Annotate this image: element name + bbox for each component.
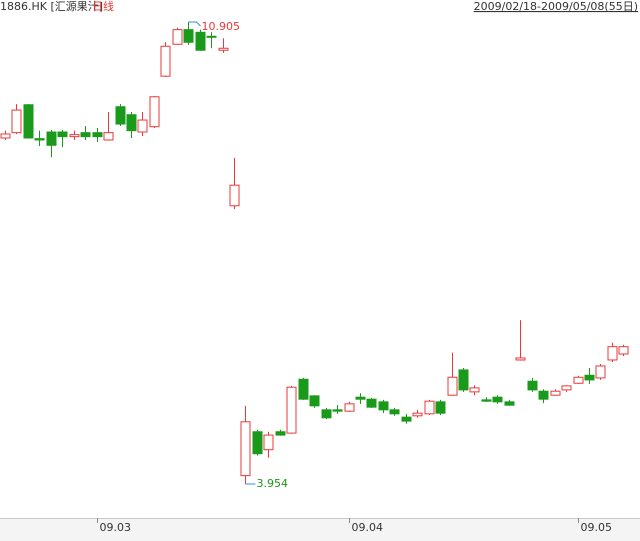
candle-body: [252, 431, 263, 455]
candle-body: [160, 45, 171, 77]
candle-body: [286, 386, 297, 434]
candle-body: [550, 390, 561, 396]
candle-body: [23, 104, 34, 139]
x-tick-label: 09.03: [100, 521, 132, 534]
candle-body: [424, 400, 435, 415]
candle-body: [229, 184, 240, 207]
candle-body: [34, 138, 45, 141]
x-tick-label: 09.04: [352, 521, 384, 534]
candle-body: [80, 132, 91, 138]
candle-body: [435, 401, 446, 414]
axis-band: [0, 519, 640, 541]
candle-body: [378, 401, 389, 411]
candle-body: [321, 409, 332, 419]
candle-body: [481, 399, 492, 402]
candle-body: [458, 369, 469, 391]
candle-body: [469, 387, 480, 393]
candle-body: [332, 409, 343, 412]
min-label: 3.954: [257, 477, 289, 490]
candle-body: [0, 133, 11, 139]
candle-body: [240, 421, 251, 477]
candle-body: [263, 434, 274, 451]
candle-body: [92, 132, 103, 138]
candle-body: [126, 114, 137, 132]
candle-body: [607, 346, 618, 361]
max-connector: [188, 21, 201, 27]
candle-body: [515, 357, 526, 361]
candle-body: [344, 403, 355, 412]
candle-body: [137, 119, 148, 133]
candle-body: [389, 409, 400, 415]
x-tick-label: 09.05: [581, 521, 613, 534]
candle-body: [618, 346, 629, 355]
candle-body: [504, 401, 515, 406]
candle-body: [57, 131, 68, 138]
candle-body: [538, 390, 549, 400]
candle-body: [149, 96, 160, 128]
candle-body: [69, 134, 80, 138]
candle-body: [492, 396, 503, 403]
candle-body: [309, 395, 320, 407]
candle-body: [115, 106, 126, 125]
candle-body: [46, 131, 57, 146]
candle-body: [412, 412, 423, 417]
candle-body: [206, 35, 217, 38]
candle-body: [275, 431, 286, 436]
candle-body: [172, 29, 183, 45]
candle-body: [218, 47, 229, 51]
candle-body: [298, 378, 309, 400]
candle-body: [573, 376, 584, 384]
chart-subtitle: 日线: [92, 0, 114, 13]
candle-body: [447, 376, 458, 396]
candle-body: [561, 385, 572, 391]
candle-body: [366, 398, 377, 408]
date-range: 2009/02/18-2009/05/08(55日): [474, 0, 638, 13]
candle-body: [595, 365, 606, 379]
candle-body: [355, 396, 366, 400]
candle-body: [527, 380, 538, 391]
candle-body: [103, 132, 114, 141]
candle-body: [401, 416, 412, 422]
chart-title: 1886.HK [汇源果汁]: [0, 0, 103, 13]
candle-body: [195, 31, 206, 51]
candle-body: [11, 109, 22, 134]
candle-body: [183, 29, 194, 43]
max-label: 10.905: [202, 20, 241, 33]
candle-body: [584, 374, 595, 381]
